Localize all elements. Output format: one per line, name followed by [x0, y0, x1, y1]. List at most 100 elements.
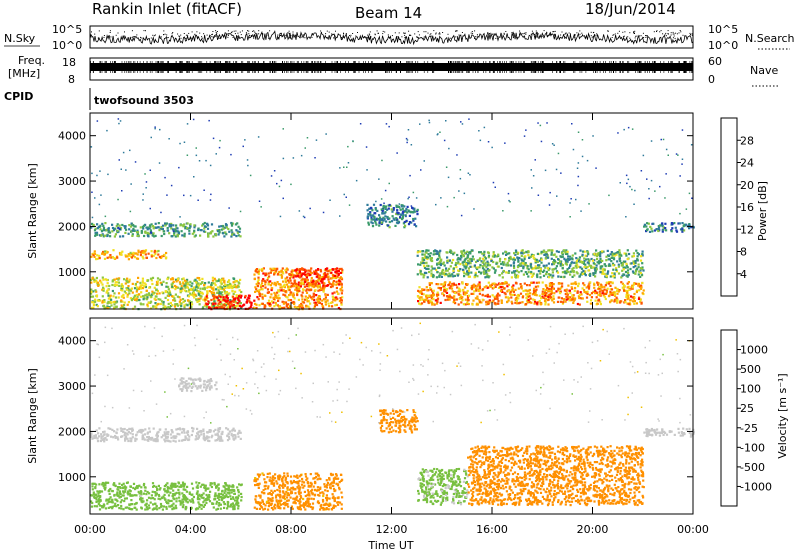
data-cell	[177, 482, 181, 485]
data-cell	[582, 282, 585, 285]
data-cell	[120, 283, 123, 286]
data-cell	[625, 264, 628, 267]
data-cell	[103, 433, 106, 436]
data-cell	[95, 483, 98, 486]
data-cell	[517, 266, 520, 269]
data-cell	[119, 227, 123, 230]
data-cell	[630, 262, 633, 265]
data-cell	[537, 266, 540, 269]
data-cell	[580, 293, 583, 296]
data-cell	[565, 288, 568, 291]
data-cell	[206, 435, 209, 438]
data-cell	[431, 259, 434, 263]
data-cell	[99, 228, 102, 231]
data-cell	[269, 267, 272, 270]
data-cell	[303, 268, 306, 271]
data-cell	[331, 292, 334, 295]
data-cell	[197, 199, 199, 201]
data-cell	[126, 293, 129, 296]
data-cell	[517, 287, 520, 290]
data-cell	[156, 487, 159, 490]
data-cell	[104, 507, 108, 510]
data-cell	[337, 307, 340, 310]
data-cell	[567, 258, 571, 261]
data-cell	[440, 258, 443, 261]
data-cell	[602, 294, 605, 297]
data-cell	[163, 232, 166, 236]
data-cell	[478, 285, 481, 288]
data-cell	[319, 268, 322, 272]
data-cell	[607, 254, 611, 258]
data-cell	[435, 302, 439, 305]
data-cell	[144, 486, 147, 489]
data-cell	[93, 229, 97, 232]
data-cell	[223, 290, 226, 293]
data-cell	[576, 263, 579, 266]
data-cell	[207, 384, 210, 387]
data-cell	[238, 429, 241, 432]
data-cell	[115, 505, 118, 508]
data-cell	[626, 182, 628, 185]
data-cell	[212, 298, 216, 301]
data-cell	[440, 283, 443, 286]
data-cell	[285, 295, 288, 298]
data-cell	[555, 255, 558, 258]
data-cell	[198, 493, 201, 496]
data-cell	[469, 174, 471, 176]
data-cell	[437, 283, 440, 286]
data-cell	[263, 306, 266, 309]
data-cell	[334, 304, 337, 307]
data-cell	[151, 490, 154, 493]
data-cell	[209, 164, 212, 167]
data-cell	[153, 439, 156, 442]
data-cell	[528, 301, 531, 304]
data-cell	[143, 234, 146, 238]
data-cell	[174, 504, 177, 507]
data-cell	[214, 283, 217, 287]
data-cell	[232, 285, 235, 289]
data-cell	[298, 276, 302, 279]
data-cell	[117, 118, 120, 120]
data-cell	[466, 283, 469, 286]
data-cell	[165, 436, 168, 439]
data-cell	[98, 427, 101, 430]
data-cell	[198, 160, 201, 162]
data-cell	[225, 495, 228, 498]
data-cell	[171, 277, 174, 280]
data-cell	[195, 281, 198, 284]
data-cell	[297, 306, 300, 309]
data-cell	[141, 280, 144, 283]
data-cell	[330, 271, 333, 274]
data-cell	[222, 227, 225, 230]
data-cell	[486, 286, 489, 289]
data-cell	[123, 499, 126, 503]
data-cell	[448, 147, 450, 150]
data-cell	[99, 170, 101, 172]
data-cell	[463, 286, 467, 289]
data-cell	[421, 273, 424, 276]
data-cell	[310, 267, 313, 270]
data-cell	[219, 503, 222, 506]
data-cell	[235, 286, 238, 289]
data-cell	[537, 270, 540, 273]
data-cell	[540, 140, 543, 143]
data-cell	[166, 436, 169, 439]
data-cell	[234, 436, 237, 439]
data-cell	[199, 297, 202, 300]
data-cell	[118, 496, 121, 499]
data-cell	[203, 227, 206, 230]
data-cell	[200, 433, 203, 436]
data-cell	[540, 252, 543, 255]
data-cell	[563, 257, 566, 260]
data-cell	[180, 230, 183, 233]
data-cell	[613, 252, 616, 255]
data-cell	[222, 225, 225, 228]
data-cell	[297, 281, 300, 284]
data-cell	[179, 378, 182, 381]
data-cell	[214, 439, 217, 442]
data-cell	[204, 439, 207, 442]
data-cell	[190, 433, 193, 437]
data-cell	[449, 274, 452, 277]
data-cell	[213, 481, 216, 485]
data-cell	[552, 283, 555, 286]
